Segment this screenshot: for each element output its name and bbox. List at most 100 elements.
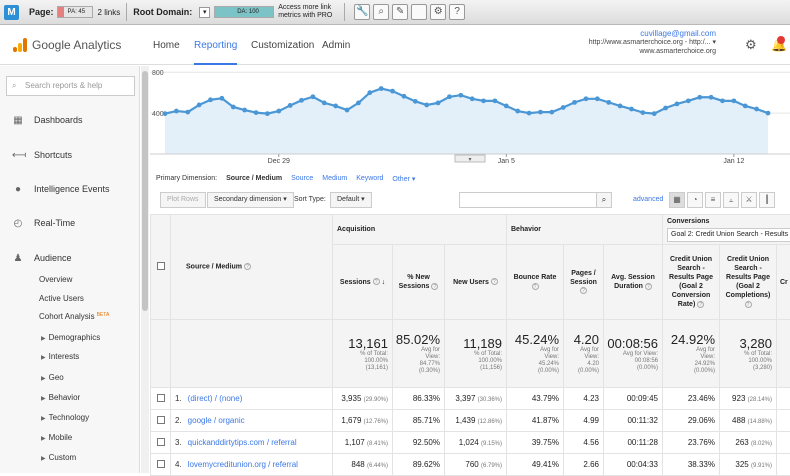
sidebar-sub-overview[interactable]: Overview: [39, 275, 72, 284]
row-number: 4.: [175, 460, 182, 469]
search-icon: ⌕: [12, 77, 16, 95]
source-medium-link[interactable]: (direct) / (none): [188, 394, 243, 403]
search-icon[interactable]: ⌕: [373, 4, 389, 20]
row-checkbox[interactable]: [157, 438, 165, 446]
sidebar-item-label: Real-Time: [34, 218, 75, 228]
help-icon[interactable]: ?: [449, 4, 465, 20]
search-icon[interactable]: ⌕: [596, 193, 611, 207]
account-selector[interactable]: cuvillage@gmail.com http://www.asmarterc…: [589, 29, 716, 56]
dimension-header-label: Source / Medium: [186, 264, 242, 271]
sidebar-scrollbar[interactable]: [141, 66, 149, 473]
mozbar-logo[interactable]: M: [4, 5, 19, 20]
sidebar-sub-interests[interactable]: ▶Interests: [41, 352, 79, 361]
tab-reporting[interactable]: Reporting: [194, 40, 237, 65]
pie-view-icon[interactable]: ◔: [687, 192, 703, 208]
total-value: 45.24%: [507, 332, 559, 347]
metric-cell: 00:11:32: [604, 410, 663, 432]
plot-rows-button[interactable]: Plot Rows: [160, 192, 206, 208]
term-cloud-view-icon[interactable]: ⚔: [741, 192, 757, 208]
sidebar-item-label: Audience: [34, 253, 72, 263]
tab-admin[interactable]: Admin: [322, 40, 350, 51]
sidebar-sub-active-users[interactable]: Active Users: [39, 294, 84, 303]
source-medium-link[interactable]: quickanddirtytips.com / referral: [188, 438, 297, 447]
help-icon[interactable]: ?: [373, 278, 380, 285]
dimension-other[interactable]: Other ▾: [392, 175, 415, 183]
wrench-icon[interactable]: 🔧: [354, 4, 370, 20]
pencil-icon[interactable]: ✎: [392, 4, 408, 20]
pro-promo[interactable]: Access more link metrics with PRO: [278, 4, 338, 20]
pivot-view-icon[interactable]: ┃: [759, 192, 775, 208]
dimension-keyword[interactable]: Keyword: [356, 175, 383, 183]
column-header-3[interactable]: New Users ?: [445, 245, 507, 320]
metric-cell: 4.99: [564, 410, 604, 432]
metric-percent: (8.02%): [751, 441, 772, 447]
dimension-source[interactable]: Source: [291, 175, 313, 183]
total-subtext: View:: [663, 354, 715, 361]
goal-select[interactable]: Goal 2: Credit Union Search - Results Pa…: [667, 228, 790, 242]
total-subtext: 45.24%: [507, 361, 559, 368]
column-header-7[interactable]: Credit Union Search - Results Page (Goal…: [663, 245, 720, 320]
help-icon[interactable]: ?: [532, 283, 539, 290]
help-icon[interactable]: ?: [491, 278, 498, 285]
chart-point: [538, 110, 543, 115]
performance-view-icon[interactable]: ≡: [705, 192, 721, 208]
sidebar-sub-geo[interactable]: ▶Geo: [41, 373, 64, 382]
sidebar-sub-custom[interactable]: ▶Custom: [41, 453, 76, 462]
sort-type-dropdown[interactable]: Default: [330, 192, 372, 208]
sidebar-sub-mobile[interactable]: ▶Mobile: [41, 433, 72, 442]
column-header-4[interactable]: Bounce Rate ?: [507, 245, 564, 320]
y-tick-label: 800: [152, 70, 164, 77]
dimension-medium[interactable]: Medium: [322, 175, 347, 183]
comparison-view-icon[interactable]: ⫠: [723, 192, 739, 208]
chart-point: [720, 98, 725, 103]
help-icon[interactable]: ?: [580, 287, 587, 294]
sidebar-sub-demographics[interactable]: ▶Demographics: [41, 333, 100, 342]
column-header-2[interactable]: % New Sessions ?: [393, 245, 445, 320]
help-icon[interactable]: ?: [431, 283, 438, 290]
sidebar-sub-behavior[interactable]: ▶Behavior: [41, 393, 80, 402]
sort-desc-icon[interactable]: ↓: [380, 279, 385, 286]
tab-home[interactable]: Home: [153, 40, 180, 51]
sidebar-item-label: Shortcuts: [34, 150, 72, 160]
source-medium-link[interactable]: google / organic: [188, 416, 245, 425]
chart-point: [288, 103, 293, 108]
gear-icon[interactable]: ⚙: [430, 4, 446, 20]
metric-cell: 1,679 (12.76%): [333, 410, 393, 432]
chart-point: [424, 103, 429, 108]
sidebar-search-input[interactable]: ⌕Search reports & help: [6, 76, 135, 96]
metric-value: 23.76%: [688, 438, 715, 447]
dimension-header[interactable]: Source / Medium ?: [171, 215, 333, 320]
help-icon[interactable]: ?: [244, 263, 251, 270]
advanced-filter-link[interactable]: advanced: [633, 196, 663, 203]
root-domain-dropdown[interactable]: ▾: [199, 7, 210, 18]
select-all-checkbox[interactable]: [157, 262, 165, 270]
source-medium-link[interactable]: lovemycreditunion.org / referral: [188, 460, 298, 469]
tab-customization[interactable]: Customization: [251, 40, 314, 51]
row-checkbox[interactable]: [157, 416, 165, 424]
group-behavior: Behavior: [507, 215, 663, 245]
column-header-9[interactable]: Cr: [777, 245, 790, 320]
help-icon[interactable]: ?: [745, 301, 752, 308]
highlight-icon[interactable]: [411, 4, 427, 20]
row-checkbox[interactable]: [157, 394, 165, 402]
metric-percent: (9.91%): [751, 463, 772, 469]
ga-logo[interactable]: Google Analytics: [13, 38, 121, 52]
metric-cell-truncated: [777, 432, 790, 454]
column-header-8[interactable]: Credit Union Search - Results Page (Goal…: [720, 245, 777, 320]
links-count[interactable]: 2 links: [98, 8, 121, 17]
help-icon[interactable]: ?: [645, 283, 652, 290]
sidebar-sub-technology[interactable]: ▶Technology: [41, 413, 89, 422]
settings-gear-icon[interactable]: ⚙: [745, 37, 757, 53]
row-checkbox[interactable]: [157, 460, 165, 468]
table-search-input[interactable]: ⌕: [459, 192, 612, 208]
column-header-6[interactable]: Avg. Session Duration ?: [604, 245, 663, 320]
secondary-dimension-dropdown[interactable]: Secondary dimension: [207, 192, 294, 208]
column-header-1[interactable]: Sessions ? ↓: [333, 245, 393, 320]
table-view-icon[interactable]: ▦: [669, 192, 685, 208]
column-header-5[interactable]: Pages / Session ?: [564, 245, 604, 320]
help-icon[interactable]: ?: [697, 301, 704, 308]
